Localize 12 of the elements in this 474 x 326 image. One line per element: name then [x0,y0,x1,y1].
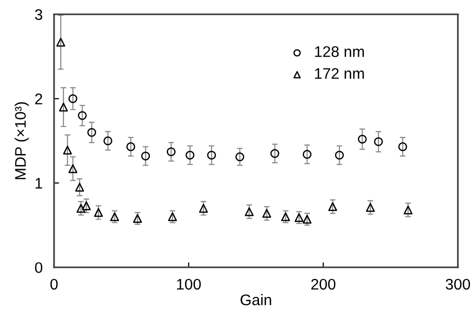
x-tick-label: 0 [50,278,58,290]
y-tick-label: 1 [36,178,42,189]
y-tick-label: 0 [35,262,42,274]
x-tick-label: 200 [311,278,336,290]
y-tick-label: 2 [35,94,42,104]
y-tick-label: 3 [35,9,42,20]
y-axis-title: MDP (×10³) [14,102,29,180]
legend-label: 128 nm [315,46,364,58]
x-tick-label: 300 [446,278,470,290]
legend-label: 172 nm [315,68,364,79]
x-axis-title: Gain [240,294,272,306]
x-tick-label: 100 [177,278,201,290]
